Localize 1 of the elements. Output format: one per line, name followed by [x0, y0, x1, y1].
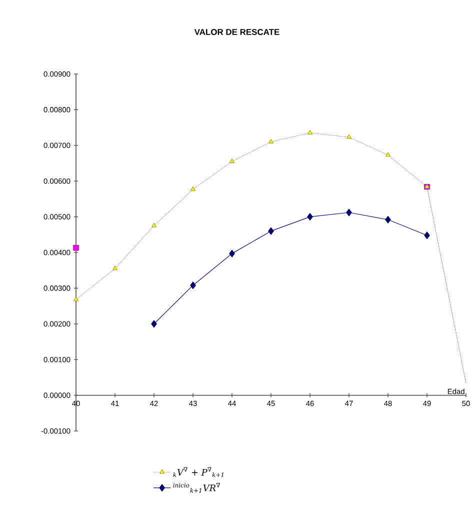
chart-title: VALOR DE RESCATE	[194, 29, 280, 35]
